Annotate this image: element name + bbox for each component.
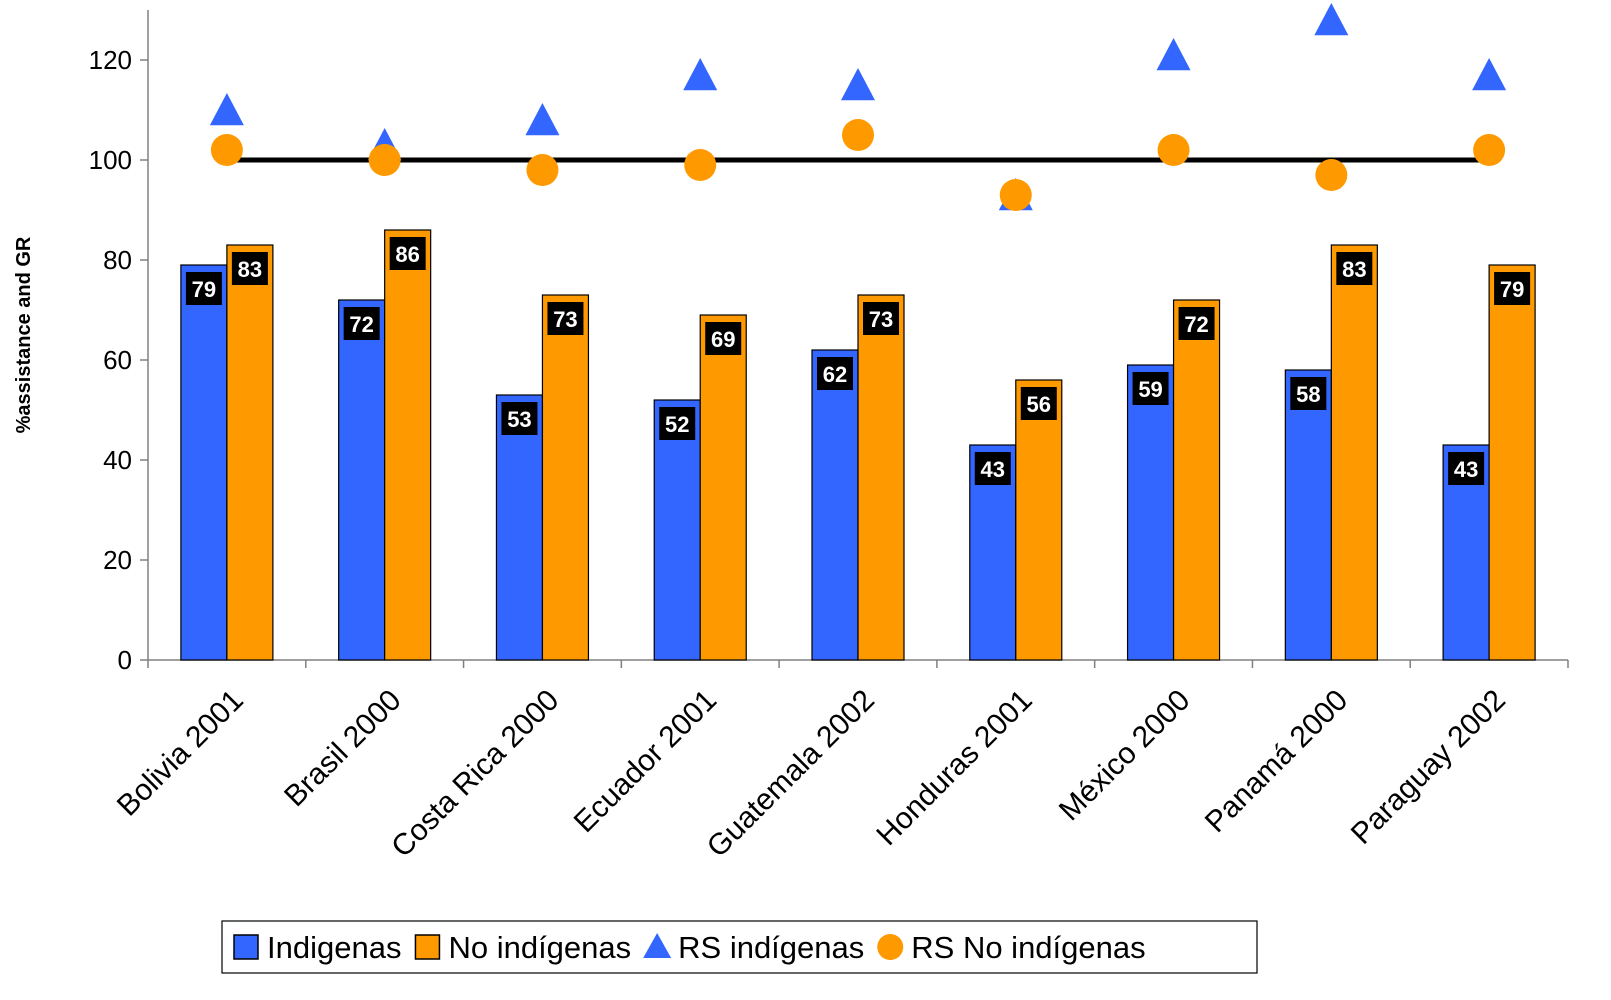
legend-box [221,920,1258,974]
data-label: 72 [349,312,373,337]
data-label-box [1448,452,1485,485]
marker-rs-no-indigenas [684,149,717,181]
data-label: 59 [1138,377,1162,402]
data-label-box [547,302,584,335]
bar-no-indigenas [384,229,432,661]
data-label-box [659,407,696,440]
data-label: 73 [553,307,577,332]
data-label-box [1132,372,1169,405]
marker-rs-indigenas [209,93,244,126]
data-label: 43 [1454,457,1478,482]
legend-label: RS indígenas [678,930,864,965]
data-label: 79 [1500,277,1524,302]
x-tick-label: Ecuador 2001 [568,684,723,839]
data-label: 52 [665,412,689,437]
data-label-box [343,307,380,340]
y-tick-label: 40 [103,445,132,475]
bar-indigenas [495,394,544,661]
bar-no-indigenas [1330,244,1378,661]
data-label: 83 [1342,257,1366,282]
marker-rs-indigenas [525,103,560,136]
marker-rs-indigenas [1156,38,1191,71]
marker-rs-no-indigenas [210,134,243,166]
data-label: 79 [192,277,216,302]
bar-indigenas [811,349,859,661]
data-label-box [705,322,742,355]
data-label: 86 [395,242,419,267]
data-label: 53 [507,407,531,432]
data-label: 83 [238,257,262,282]
bar-indigenas [1126,364,1175,661]
legend-label: No indígenas [448,930,631,965]
data-label-box [501,402,538,435]
data-label-box [1336,252,1373,285]
y-tick-label: 20 [103,545,132,575]
y-tick-label: 120 [89,45,132,75]
x-tick-label: México 2000 [1053,684,1197,828]
data-label-box [974,452,1011,485]
legend-swatch-bar [414,934,441,960]
data-label: 43 [981,457,1005,482]
data-label: 62 [823,362,847,387]
data-label-box [185,272,222,305]
data-label-box [231,252,268,285]
y-tick-label: 60 [103,345,132,375]
y-axis-label: %assistance and GR [13,236,35,433]
x-tick-label: Paraguay 2002 [1345,684,1512,851]
bar-no-indigenas [226,244,274,661]
legend-swatch-triangle [643,933,672,958]
marker-rs-indigenas [1472,58,1507,91]
legend-swatch-circle [877,934,904,960]
marker-rs-indigenas [683,58,718,91]
legend-label: RS No indígenas [911,930,1145,965]
data-label: 72 [1184,312,1208,337]
bar-indigenas [1284,369,1332,661]
data-label-box [1178,307,1215,340]
marker-rs-no-indigenas [1157,134,1190,166]
marker-rs-no-indigenas [999,179,1032,211]
marker-rs-indigenas [841,68,875,101]
x-tick-label: Honduras 2001 [870,684,1038,852]
data-label-box [863,302,899,335]
marker-rs-no-indigenas [368,144,401,176]
bar-no-indigenas [1015,379,1063,661]
plot-area: 0 20 40 60 80 100 120 79 83 72 86 53 73 52 69 62 73 43 56 5… [89,3,1569,864]
x-tick-label: Bolivia 2001 [111,684,250,823]
data-label: 58 [1296,382,1320,407]
bar-indigenas [180,264,228,661]
bar-no-indigenas [699,314,747,661]
x-tick-label: Brasil 2000 [278,684,407,813]
marker-rs-no-indigenas [526,154,559,186]
y-tick-label: 80 [103,245,132,275]
data-label-box [1494,272,1531,305]
y-tick-label: 0 [118,645,132,675]
data-label: 69 [711,327,735,352]
marker-rs-no-indigenas [842,119,874,151]
bar-no-indigenas [1172,299,1221,661]
x-tick-label: Guatemala 2002 [701,684,881,864]
data-label: 73 [869,307,893,332]
x-tick-label: Panamá 2000 [1199,684,1354,839]
y-tick-label: 100 [89,145,132,175]
bar-indigenas [338,299,386,661]
marker-rs-no-indigenas [1315,159,1348,191]
legend-label: Indigenas [267,930,401,965]
data-label: 56 [1027,392,1051,417]
bar-no-indigenas [857,294,905,661]
data-label-box [1290,377,1327,410]
data-label-box [1020,387,1057,420]
bar-no-indigenas [541,294,590,661]
data-label-box [817,357,853,390]
marker-rs-no-indigenas [1473,134,1506,166]
legend-swatch-bar [233,934,259,960]
marker-rs-indigenas [1314,3,1349,36]
data-label-box [389,237,426,270]
x-tick-label: Costa Rica 2000 [385,684,565,864]
bar-no-indigenas [1488,264,1536,661]
legend: Indigenas No indígenas RS indígenas RS No i… [221,920,1258,974]
